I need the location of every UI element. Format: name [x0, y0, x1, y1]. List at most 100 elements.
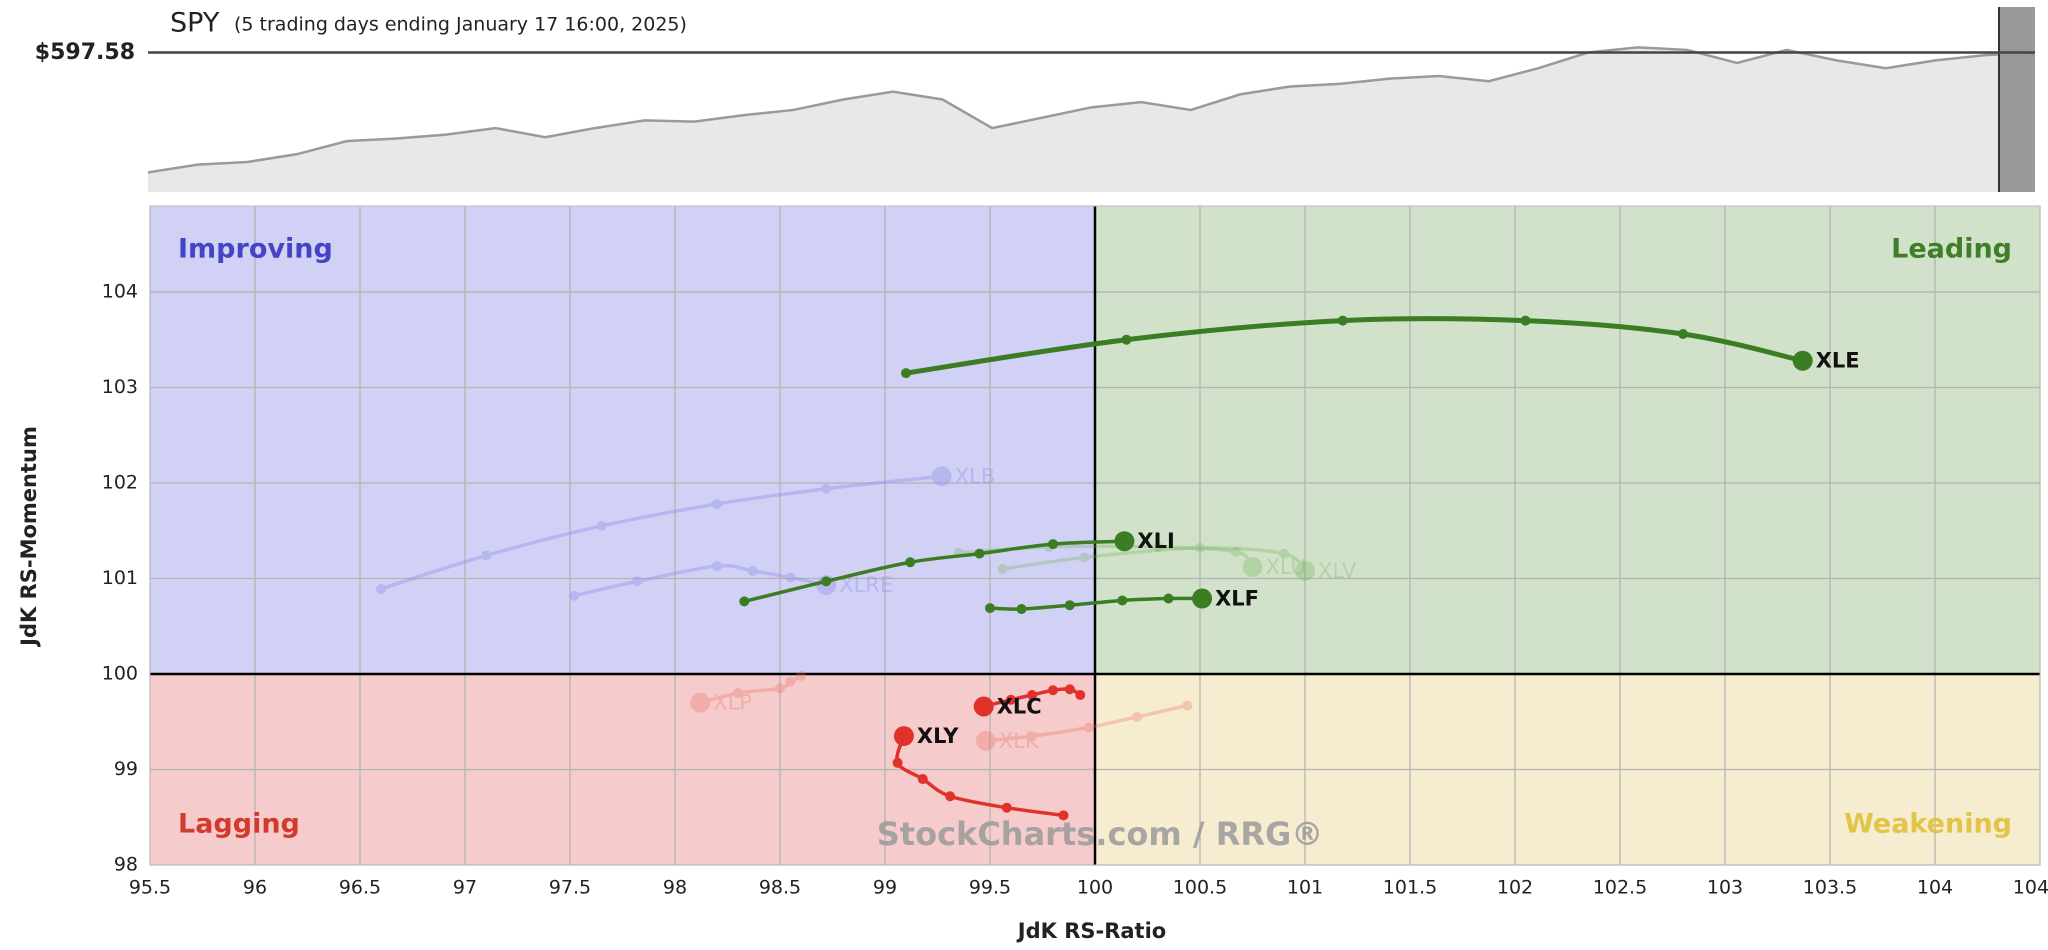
- tail-point: [1520, 315, 1531, 326]
- series-label: XLF: [1215, 587, 1259, 611]
- spy-line: [147, 46, 2036, 174]
- tail-point: [1163, 593, 1174, 604]
- series-label: XLV: [1318, 559, 1357, 583]
- tail-point: [1075, 689, 1086, 700]
- tail-point: [892, 757, 903, 768]
- tail-head: [893, 726, 914, 747]
- tail-point: [775, 683, 785, 694]
- tail-point: [905, 557, 916, 568]
- spy-title: SPY: [170, 8, 220, 39]
- tail-point: [1058, 810, 1069, 821]
- quadrant: [1095, 206, 2040, 674]
- rrg-panel: 95.5 96 96.5 97 97.5 98 98.5 99 99.5 100 100.5 101 1…: [102, 205, 2048, 899]
- x-tick-label: 96.5: [339, 877, 381, 899]
- tail-point: [376, 583, 386, 594]
- tail-head: [1242, 557, 1263, 578]
- tail-point: [901, 368, 911, 379]
- tail-line: [985, 703, 1188, 743]
- x-tick-label: 104.5: [2013, 877, 2048, 899]
- plot-frame: [149, 205, 2041, 866]
- quadrant-label: Lagging: [178, 809, 300, 840]
- series-label: XLU: [1266, 555, 1306, 579]
- tail-line: [380, 474, 942, 591]
- series-label: XLY: [917, 724, 959, 748]
- tail-point: [1153, 541, 1163, 552]
- tail-point: [1016, 604, 1027, 615]
- tail-point: [1182, 700, 1193, 711]
- tail: XLV: [997, 542, 1357, 583]
- tail-point: [632, 576, 643, 587]
- tail-point: [1027, 689, 1037, 700]
- tail-point: [481, 550, 491, 561]
- tail-line: [1002, 546, 1307, 573]
- tail-point: [1027, 731, 1037, 742]
- tail-point: [917, 774, 928, 785]
- tail-point: [733, 688, 743, 699]
- tail-point: [1048, 539, 1058, 550]
- x-axis-label: JdK RS-Ratio: [1016, 919, 1166, 943]
- tail-point: [712, 561, 722, 572]
- spy-area: [148, 47, 2035, 193]
- x-tick-label: 104: [1917, 877, 1953, 899]
- series-label: XLP: [713, 691, 752, 715]
- tail-point: [747, 565, 758, 576]
- x-tick-label: 95.5: [129, 877, 171, 899]
- series-label: XLI: [1137, 529, 1174, 553]
- x-tick-label: 98: [663, 877, 687, 899]
- tail-point: [569, 590, 580, 601]
- x-tick-label: 100.5: [1173, 877, 1227, 899]
- y-tick-label: 102: [102, 471, 138, 493]
- y-tick-label: 100: [102, 662, 138, 684]
- tail-point: [1195, 542, 1205, 553]
- tail-head: [1192, 588, 1213, 609]
- tail: XLY: [892, 724, 1069, 821]
- x-tick-label: 103.5: [1803, 877, 1857, 899]
- tail-point: [785, 676, 796, 687]
- tail-point: [1132, 711, 1142, 722]
- tail-point: [985, 603, 995, 614]
- price-label: $597.58: [35, 40, 135, 65]
- tail-point: [1079, 552, 1090, 563]
- series-label: XLC: [997, 694, 1042, 718]
- y-axis-label: JdK RS-Momentum: [17, 426, 41, 648]
- series-label: XLK: [999, 729, 1040, 753]
- tail-head: [690, 692, 711, 713]
- tail-line: [699, 674, 802, 705]
- tail-point: [785, 572, 796, 583]
- x-tick-label: 99: [873, 877, 897, 899]
- tail-point: [1678, 328, 1688, 339]
- recent-period: [1999, 7, 2035, 192]
- tail-point: [1064, 684, 1075, 695]
- tail: XLI: [739, 529, 1175, 607]
- x-tick-label: 102: [1497, 877, 1533, 899]
- tail-point: [1064, 600, 1075, 611]
- tail-point: [974, 548, 985, 559]
- tail: XLF: [985, 587, 1259, 615]
- x-tick-label: 99.5: [969, 877, 1011, 899]
- quadrant-label: Weakening: [1844, 809, 2012, 840]
- x-tick-label: 101: [1287, 877, 1323, 899]
- x-tick-label: 96: [243, 877, 267, 899]
- x-tick-label: 97: [453, 877, 477, 899]
- tail-point: [1001, 802, 1012, 813]
- x-tick-label: 103: [1707, 877, 1743, 899]
- tail-point: [796, 670, 806, 681]
- tail-point: [1048, 685, 1058, 696]
- tail-point: [1006, 694, 1016, 705]
- tail-head: [1295, 560, 1315, 581]
- tail-head: [975, 730, 996, 751]
- tail: XLB: [376, 464, 995, 594]
- y-tick-label: 103: [102, 376, 138, 398]
- tail-point: [1230, 546, 1241, 557]
- series-label: XLB: [955, 464, 996, 488]
- tail: XLK: [975, 700, 1193, 753]
- tail-head: [931, 466, 952, 487]
- quadrant-label: Improving: [178, 234, 333, 265]
- tail-point: [1117, 595, 1128, 606]
- tail: XLE: [901, 315, 1860, 379]
- tail-point: [821, 483, 832, 494]
- tail-head: [1792, 350, 1813, 371]
- tail-point: [1279, 548, 1289, 559]
